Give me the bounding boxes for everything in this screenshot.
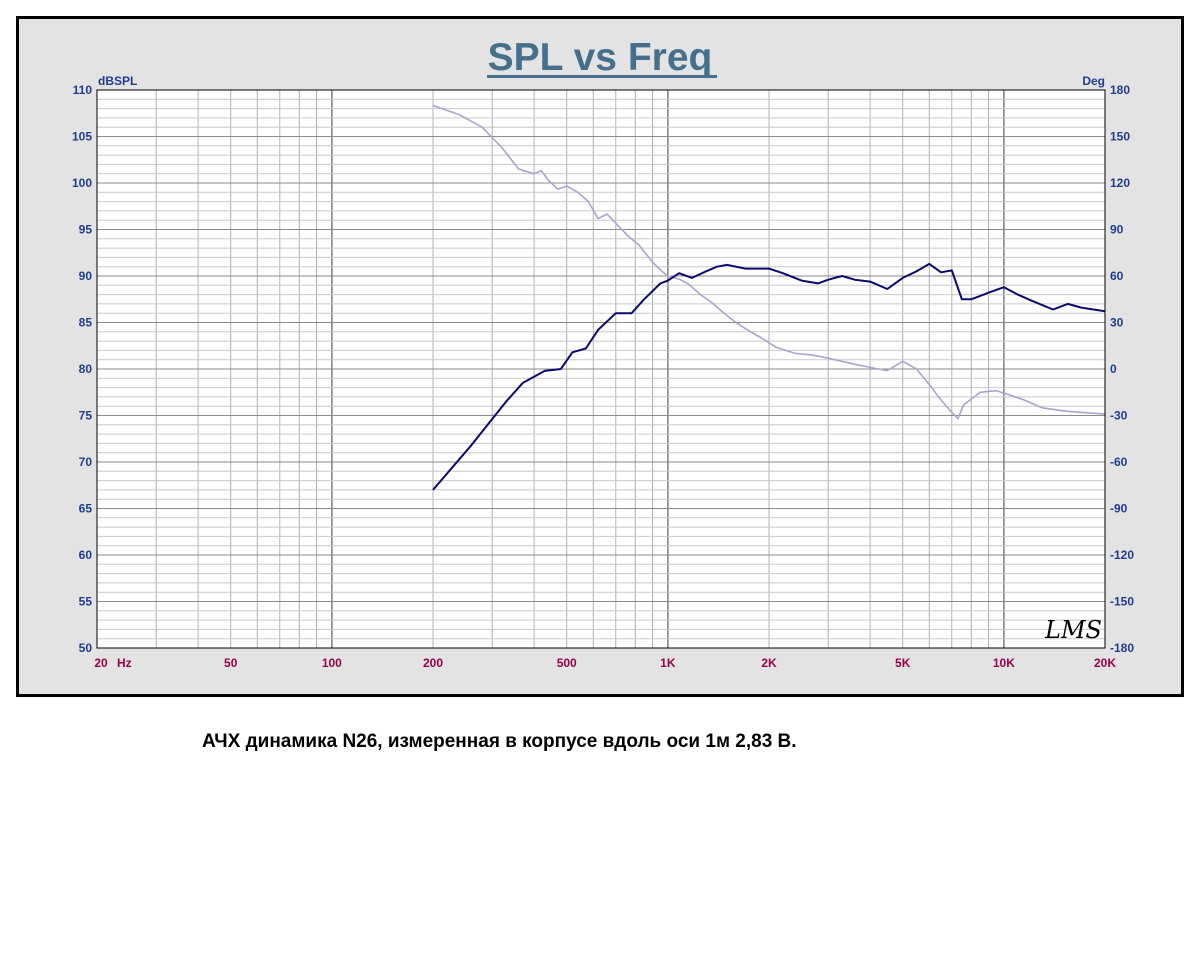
y-left-tick-label: 80: [79, 362, 93, 376]
x-tick-label: 20K: [1094, 656, 1116, 670]
y-right-tick-label: 0: [1110, 362, 1117, 376]
x-tick-label: 100: [322, 656, 342, 670]
y-left-axis-label: dBSPL: [98, 74, 137, 88]
x-tick-label: 5K: [895, 656, 911, 670]
x-tick-label: 200: [423, 656, 443, 670]
figure-caption: АЧХ динамика N26, измеренная в корпусе в…: [202, 731, 797, 752]
y-right-tick-label: 90: [1110, 223, 1124, 237]
x-unit-label: Hz: [117, 656, 132, 670]
lms-watermark: LMS: [1044, 616, 1102, 644]
x-tick-label: 50: [224, 656, 238, 670]
y-right-tick-label: 30: [1110, 316, 1124, 330]
y-left-tick-label: 70: [79, 455, 93, 469]
phase-series-line: [432, 104, 1106, 420]
y-right-tick-label: -30: [1110, 409, 1128, 423]
y-right-tick-label: -150: [1110, 595, 1134, 609]
spl-series-line: [432, 262, 1106, 491]
x-tick-label: 10K: [993, 656, 1015, 670]
series-layer: [432, 104, 1106, 491]
y-left-tick-label: 85: [79, 316, 93, 330]
title-underline: [487, 75, 717, 78]
y-left-tick-label: 105: [72, 130, 92, 144]
y-right-tick-label: -60: [1110, 455, 1128, 469]
y-right-tick-label: 60: [1110, 269, 1124, 283]
plot-frame: [96, 89, 1106, 649]
x-tick-label: 20: [94, 656, 108, 670]
x-tick-label: 2K: [761, 656, 777, 670]
y-right-tick-label: -90: [1110, 502, 1128, 516]
chart-panel: SPL vs Freq 110 105 100 95 90 85 80 75 70 65 60 55 5…: [16, 16, 1184, 697]
y-right-tick-label: 120: [1110, 176, 1130, 190]
y-right-tick-label: 180: [1110, 83, 1130, 97]
y-left-tick-label: 110: [73, 83, 93, 97]
chart-title: SPL vs Freq: [488, 36, 713, 79]
x-tick-label: 1K: [660, 656, 676, 670]
y-left-tick-label: 55: [79, 595, 93, 609]
y-right-axis-label: Deg: [1082, 74, 1105, 88]
y-left-tick-label: 95: [79, 223, 93, 237]
grid: [96, 89, 1106, 649]
x-tick-label: 500: [557, 656, 577, 670]
spl-frequency-chart: SPL vs Freq 110 105 100 95 90 85 80 75 70 65 60 55 5…: [72, 36, 1134, 670]
y-right-tick-label: -180: [1110, 641, 1134, 655]
y-right-tick-label: 150: [1110, 130, 1130, 144]
y-left-tick-label: 65: [79, 502, 93, 516]
y-left-tick-label: 50: [79, 641, 93, 655]
y-left-tick-label: 75: [79, 409, 93, 423]
y-left-tick-label: 60: [79, 548, 93, 562]
y-left-tick-label: 100: [72, 176, 92, 190]
ticks-layer: 110 105 100 95 90 85 80 75 70 65 60 55 50 180 150 120 90…: [72, 83, 1134, 670]
y-left-tick-label: 90: [79, 269, 93, 283]
y-right-tick-label: -120: [1110, 548, 1134, 562]
